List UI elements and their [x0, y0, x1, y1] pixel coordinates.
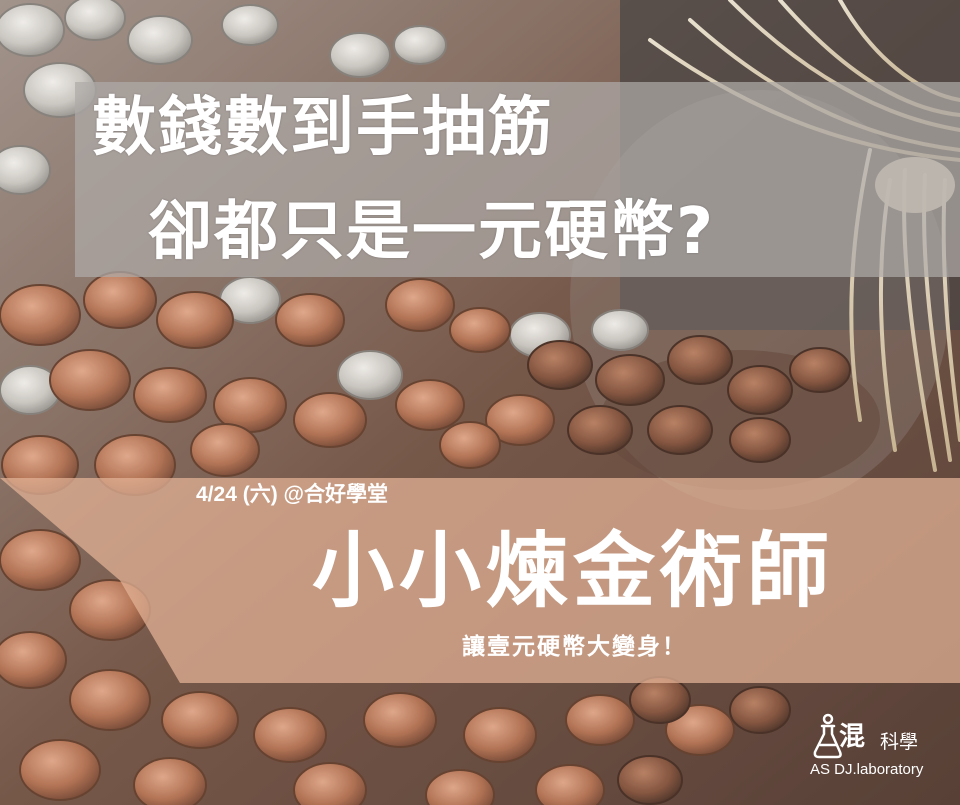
event-subtitle: 讓壹元硬幣大變身！ [462, 634, 687, 660]
headline-line-2: 卻都只是一元硬幣? [148, 195, 716, 269]
event-title: 小小煉金術師 [312, 524, 835, 619]
logo-word: 混 [839, 722, 866, 752]
logo-english: AS DJ.laboratory [810, 761, 924, 778]
event-band [0, 478, 960, 683]
flask-person-icon [813, 713, 842, 759]
brand-logo: 混 科學 AS DJ.laboratory [808, 712, 948, 792]
headline-line-1: 數錢數到手抽筋 [92, 91, 554, 165]
logo-science: 科學 [880, 731, 919, 753]
event-date-venue: 4/24 (六) @合好學堂 [196, 483, 389, 506]
headline-band [75, 82, 960, 277]
